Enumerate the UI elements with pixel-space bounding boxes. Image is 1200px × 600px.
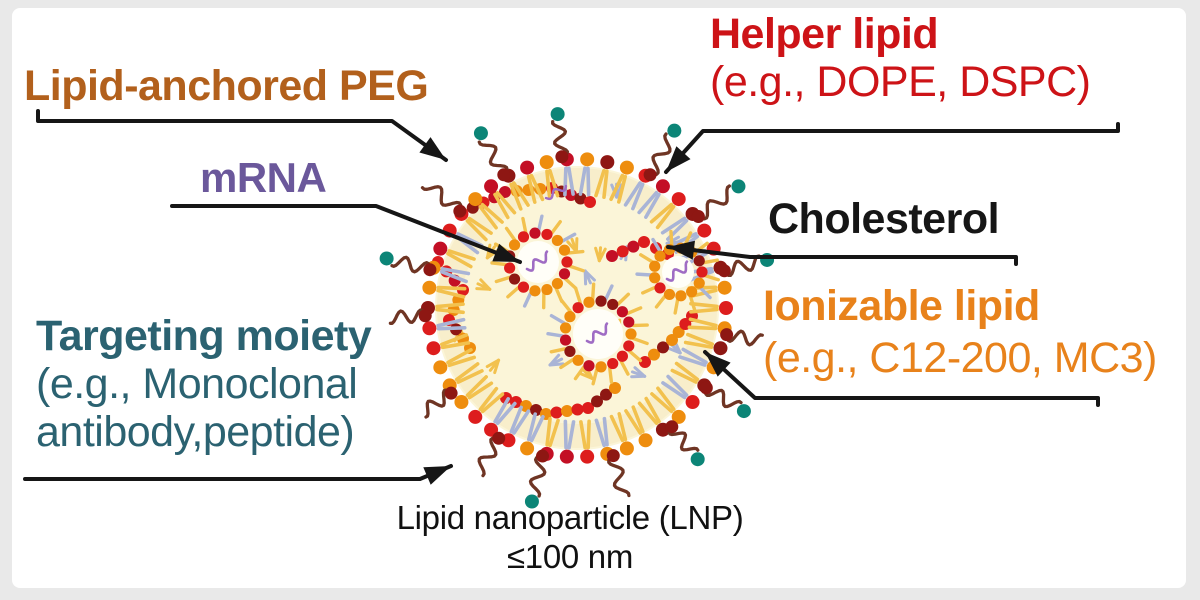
label-helper-lipid: Helper lipid (e.g., DOPE, DSPC) bbox=[710, 10, 1091, 106]
ionizable-lipid-example: (e.g., C12-200, MC3) bbox=[763, 334, 1157, 382]
caption-line2: ≤100 nm bbox=[506, 538, 634, 575]
caption-lipid-nanoparticle: Lipid nanoparticle (LNP) ≤100 nm bbox=[280, 498, 860, 576]
label-lipid-anchored-peg: Lipid-anchored PEG bbox=[24, 62, 429, 110]
targeting-moiety-title: Targeting moiety bbox=[36, 312, 372, 360]
caption-line1: Lipid nanoparticle (LNP) bbox=[396, 499, 744, 536]
helper-lipid-example: (e.g., DOPE, DSPC) bbox=[710, 58, 1091, 106]
label-targeting-moiety: Targeting moiety (e.g., Monoclonal antib… bbox=[36, 312, 372, 456]
label-cholesterol: Cholesterol bbox=[768, 195, 1000, 243]
helper-lipid-title: Helper lipid bbox=[710, 10, 939, 58]
label-ionizable-lipid: Ionizable lipid (e.g., C12-200, MC3) bbox=[763, 280, 1157, 384]
targeting-moiety-example-line2: antibody,peptide) bbox=[36, 408, 355, 456]
ionizable-lipid-title: Ionizable lipid bbox=[763, 282, 1040, 330]
targeting-moiety-example-line1: (e.g., Monoclonal bbox=[36, 360, 358, 408]
label-mrna: mRNA bbox=[200, 154, 327, 201]
